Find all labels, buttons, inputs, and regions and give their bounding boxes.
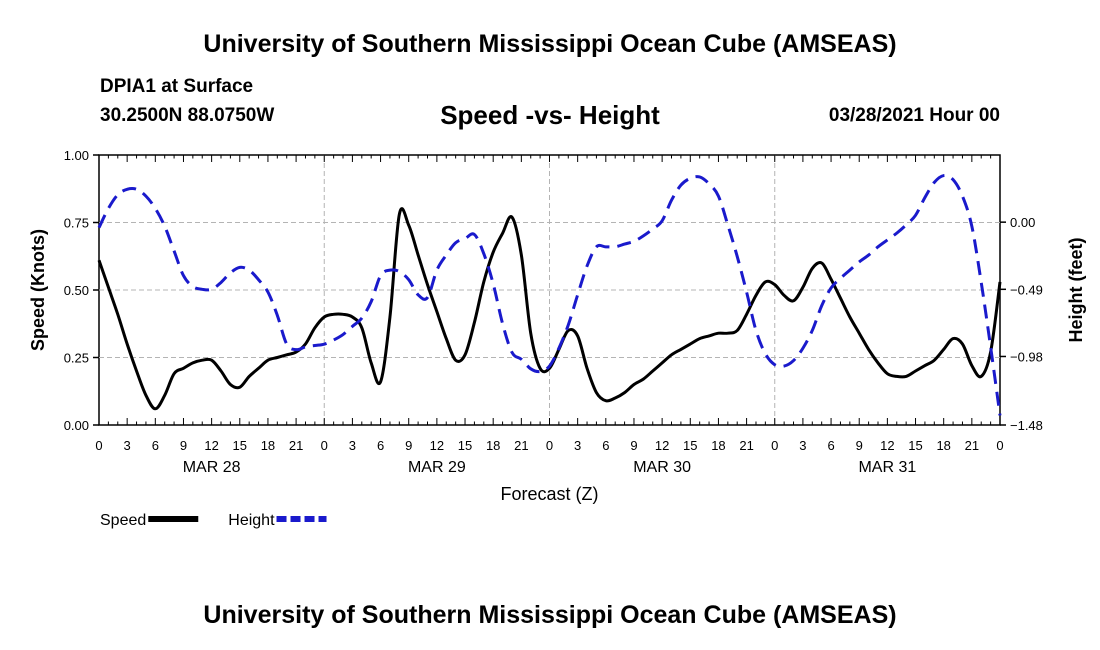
x-axis-title: Forecast (Z) xyxy=(500,484,598,504)
x-tick-label: 6 xyxy=(377,438,384,453)
x-tick-label: 21 xyxy=(514,438,528,453)
x-tick-label: 0 xyxy=(546,438,553,453)
grid-lines xyxy=(99,155,1000,425)
x-tick-label: 15 xyxy=(458,438,472,453)
footer-title: University of Southern Mississippi Ocean… xyxy=(203,601,897,629)
y-left-tick-label: 0.75 xyxy=(64,216,89,231)
x-tick-label: 3 xyxy=(349,438,356,453)
y-left-tick-label: 1.00 xyxy=(64,148,89,163)
x-tick-label: 6 xyxy=(152,438,159,453)
legend: Speed Height xyxy=(100,512,327,529)
x-tick-label: 12 xyxy=(655,438,669,453)
x-tick-label: 0 xyxy=(321,438,328,453)
x-tick-label: 12 xyxy=(204,438,218,453)
x-tick-label: 12 xyxy=(880,438,894,453)
x-tick-label: 0 xyxy=(95,438,102,453)
x-tick-label: 9 xyxy=(405,438,412,453)
y-right-tick-label: −1.48 xyxy=(1010,418,1043,433)
datetime-label: 03/28/2021 Hour 00 xyxy=(828,105,1000,126)
day-label: MAR 28 xyxy=(183,459,241,476)
y-left-axis-title: Speed (Knots) xyxy=(28,229,48,351)
x-tick-label: 6 xyxy=(827,438,834,453)
data-series xyxy=(97,173,1002,416)
y-left-tick-label: 0.25 xyxy=(64,351,89,366)
x-tick-label: 0 xyxy=(771,438,778,453)
x-tick-label: 9 xyxy=(630,438,637,453)
y-left-tick-label: 0.00 xyxy=(64,418,89,433)
x-tick-label: 9 xyxy=(180,438,187,453)
coordinates-label: 30.2500N 88.0750W xyxy=(100,105,275,126)
y-right-tick-label: −0.49 xyxy=(1010,282,1043,297)
day-label: MAR 29 xyxy=(408,459,466,476)
chart-title: Speed -vs- Height xyxy=(440,100,660,130)
x-tick-label: 21 xyxy=(289,438,303,453)
day-label: MAR 31 xyxy=(858,459,916,476)
x-tick-label: 3 xyxy=(124,438,131,453)
x-tick-label: 15 xyxy=(683,438,697,453)
x-tick-label: 12 xyxy=(430,438,444,453)
x-tick-label: 18 xyxy=(711,438,725,453)
axis-labels: 0.00 0.25 0.50 0.75 1.00 −1.48 −0.98 −0.49 0.00 0… xyxy=(28,148,1086,504)
x-tick-label: 6 xyxy=(602,438,609,453)
page-title: University of Southern Mississippi Ocean… xyxy=(203,30,897,58)
height-legend-label: Height xyxy=(228,512,275,529)
x-tick-label: 18 xyxy=(261,438,275,453)
x-tick-label: 3 xyxy=(799,438,806,453)
x-tick-label: 18 xyxy=(486,438,500,453)
y-right-axis-title: Height (feet) xyxy=(1066,238,1086,343)
day-label: MAR 30 xyxy=(633,459,691,476)
axis-ticks xyxy=(93,154,1006,426)
x-tick-label: 15 xyxy=(908,438,922,453)
y-left-tick-label: 0.50 xyxy=(64,283,89,298)
y-right-tick-label: 0.00 xyxy=(1010,215,1035,230)
height-series-line xyxy=(97,173,1002,416)
x-tick-label: 3 xyxy=(574,438,581,453)
x-tick-label: 9 xyxy=(856,438,863,453)
x-tick-label: 21 xyxy=(965,438,979,453)
x-tick-label: 21 xyxy=(739,438,753,453)
speed-legend-label: Speed xyxy=(100,512,146,529)
station-label: DPIA1 at Surface xyxy=(100,76,254,97)
x-tick-label: 18 xyxy=(936,438,950,453)
y-right-tick-label: −0.98 xyxy=(1010,349,1043,364)
x-tick-label: 15 xyxy=(233,438,247,453)
x-tick-label: 0 xyxy=(996,438,1003,453)
